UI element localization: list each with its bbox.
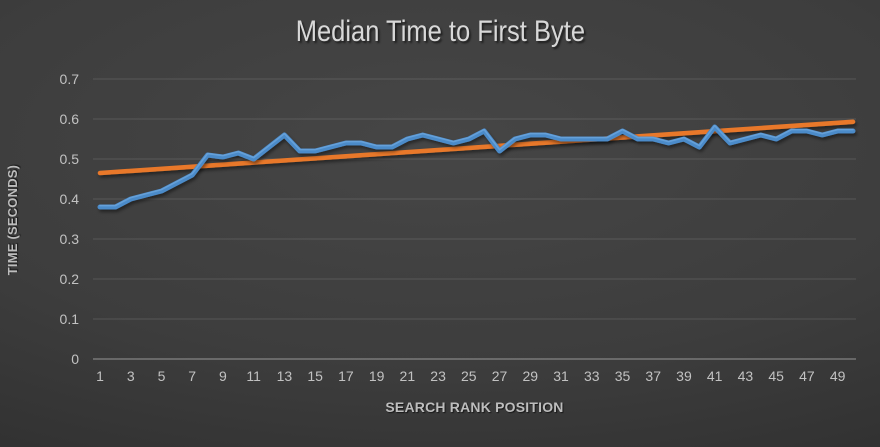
x-tick-label: 17 [338, 368, 354, 384]
series-group [97, 119, 856, 210]
y-tick-label: 0.4 [60, 191, 80, 207]
x-tick-label: 9 [219, 368, 227, 384]
x-tick-label: 19 [369, 368, 385, 384]
x-tick-label: 7 [188, 368, 196, 384]
x-tick-label: 1 [96, 368, 104, 384]
median-ttfb-series [97, 124, 856, 210]
x-tick-label: 23 [430, 368, 446, 384]
x-tick-label: 29 [522, 368, 538, 384]
x-tick-label: 39 [676, 368, 692, 384]
y-tick-label: 0 [71, 351, 79, 367]
x-tick-label: 47 [799, 368, 815, 384]
x-tick-label: 41 [707, 368, 723, 384]
x-axis-title: SEARCH RANK POSITION [385, 399, 564, 415]
x-tick-label: 5 [158, 368, 166, 384]
x-tick-label: 11 [246, 368, 261, 384]
y-tick-label: 0.1 [60, 311, 80, 327]
x-tick-label: 43 [738, 368, 754, 384]
chart-title-text: Median Time to First Byte [295, 15, 585, 49]
x-tick-label: 27 [492, 368, 508, 384]
y-tick-label: 0.6 [60, 111, 80, 127]
tick-labels-group: 00.10.20.30.40.50.60.71 3 5 7 9 11 13 15 17 19 21 2… [60, 71, 846, 384]
x-tick-label: 3 [127, 368, 135, 384]
x-tick-label: 13 [277, 368, 293, 384]
x-tick-label: 15 [307, 368, 323, 384]
trendline-series [97, 119, 856, 176]
median-ttfb-series-highlight [99, 124, 854, 207]
x-tick-label: 45 [768, 368, 784, 384]
x-tick-label: 21 [400, 368, 416, 384]
chart-title: Median Time to First Byte [0, 16, 880, 49]
x-tick-label: 31 [553, 368, 569, 384]
x-tick-label: 25 [461, 368, 477, 384]
x-tick-label: 37 [645, 368, 661, 384]
y-tick-label: 0.2 [60, 271, 80, 287]
x-tick-label: 35 [615, 368, 631, 384]
x-tick-label: 49 [830, 368, 846, 384]
y-tick-label: 0.7 [60, 71, 80, 87]
y-tick-label: 0.3 [60, 231, 80, 247]
x-tick-label: 33 [584, 368, 600, 384]
gridlines-group [93, 78, 856, 360]
y-tick-label: 0.5 [60, 151, 80, 167]
